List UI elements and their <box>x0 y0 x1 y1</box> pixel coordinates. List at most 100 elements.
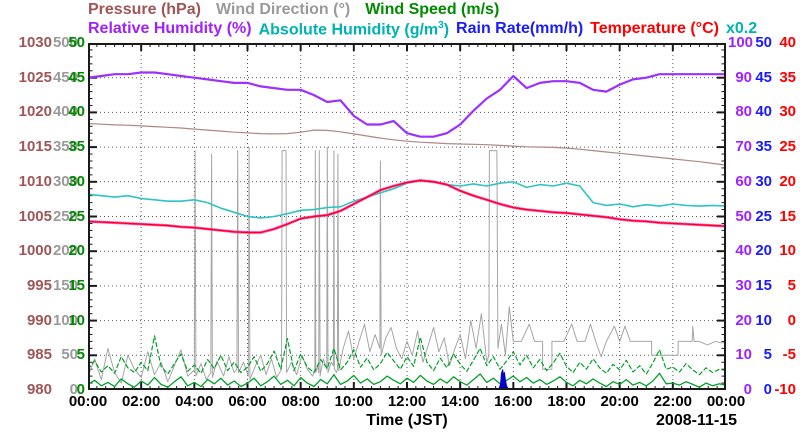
temperature-label: Temperature (°C) <box>590 20 719 37</box>
pressure-tick-label: 1005 <box>18 207 52 225</box>
relative-humidity-tick-label: 10 <box>735 346 752 364</box>
rain-rate-tick-label: 0 <box>763 381 772 398</box>
wind-speed-tick-label: 40 <box>68 103 85 121</box>
rain-rate-tick-label: 20 <box>755 242 772 260</box>
rain-rate-tick-label: 25 <box>755 207 772 225</box>
rain-rate-tick-label: 35 <box>755 138 772 156</box>
rain-rate-tick-label: 10 <box>755 311 772 329</box>
time-tick-label: 04:00 <box>175 393 214 410</box>
time-tick-label: 12:00 <box>387 393 427 410</box>
rain-rate-tick-label: 30 <box>755 172 772 190</box>
pressure-tick-label: 1000 <box>18 242 52 260</box>
temperature-tick-label: 20 <box>779 172 796 190</box>
relative-humidity-tick-label: 90 <box>735 68 752 86</box>
time-tick-label: 08:00 <box>281 393 320 410</box>
legend-row-1: Pressure (hPa) Wind Direction (°) Wind Spe… <box>88 1 499 19</box>
relative-humidity-tick-label: 70 <box>735 138 752 156</box>
legend-row-2: Relative Humidity (%) Absolute Humidity (… <box>88 20 757 39</box>
x-axis-title: Time (JST) <box>366 412 448 429</box>
relative-humidity-tick-label: 50 <box>735 207 752 225</box>
absolute-humidity-label: Absolute Humidity (g/m3) <box>258 20 450 39</box>
relative-humidity-tick-label: 30 <box>735 276 752 294</box>
wind-gust-line <box>88 335 726 376</box>
wind-speed-tick-label: 20 <box>68 242 85 260</box>
time-tick-label: 06:00 <box>228 393 267 410</box>
pressure-tick-label: 990 <box>26 311 52 329</box>
x-axis-date: 2008-11-15 <box>656 412 737 429</box>
pressure-label: Pressure (hPa) <box>88 1 201 18</box>
time-tick-label: 02:00 <box>121 393 161 410</box>
temperature-tick-label: -5 <box>782 346 796 364</box>
time-tick-label: 00:00 <box>706 393 746 410</box>
pressure-tick-label: 1020 <box>18 103 52 121</box>
wind-speed-line <box>88 372 726 388</box>
temperature-tick-label: 0 <box>787 311 796 329</box>
temperature-tick-label: 10 <box>779 242 796 260</box>
time-tick-label: 18:00 <box>547 393 586 410</box>
pressure-tick-label: 1015 <box>18 138 52 156</box>
wind-speed-tick-label: 45 <box>68 68 85 86</box>
relative-humidity-line <box>88 71 726 138</box>
wind-speed-tick-label: 50 <box>68 34 85 51</box>
relative-humidity-label: Relative Humidity (%) <box>88 20 252 37</box>
wind-direction-tick-label: 450 <box>52 68 78 86</box>
wind-direction-tick-label: 150 <box>52 276 78 294</box>
time-tick-label: 10:00 <box>334 393 374 410</box>
pressure-tick-label: 980 <box>26 381 52 398</box>
relative-humidity-tick-label: 100 <box>728 34 754 51</box>
pressure-tick-label: 995 <box>26 276 52 294</box>
ah-scale-note: x0.2 <box>725 20 758 37</box>
wind-speed-label: Wind Speed (m/s) <box>365 1 500 18</box>
wind-direction-tick-label: 350 <box>52 138 78 156</box>
time-tick-label: 16:00 <box>494 393 533 410</box>
wind-direction-tick-label: 400 <box>52 103 78 121</box>
relative-humidity-tick-label: 20 <box>735 311 752 329</box>
temperature-tick-label: 30 <box>779 103 796 121</box>
wind-speed-tick-label: 10 <box>68 311 85 329</box>
plot-frame <box>88 43 726 390</box>
relative-humidity-tick-label: 0 <box>743 381 752 398</box>
gridlines <box>88 43 726 390</box>
wind-direction-tick-label: 0 <box>69 381 78 398</box>
temperature-tick-label: 35 <box>779 68 796 86</box>
wind-direction-label: Wind Direction (°) <box>215 1 351 18</box>
pressure-line <box>88 122 726 166</box>
temperature-tick-label: 5 <box>787 276 796 294</box>
wind-speed-tick-label: 35 <box>68 138 85 156</box>
pressure-tick-label: 1010 <box>18 172 52 190</box>
time-tick-label: 14:00 <box>440 393 480 410</box>
wind-speed-tick-label: 15 <box>68 276 85 294</box>
rain-rate-label: Rain Rate(mm/h) <box>456 20 584 37</box>
pressure-tick-label: 985 <box>26 346 52 364</box>
wind-direction-tick-label: 100 <box>52 311 78 329</box>
temperature-tick-label: -10 <box>774 381 796 398</box>
time-tick-label: 00:00 <box>68 393 108 410</box>
relative-humidity-tick-label: 80 <box>735 103 752 121</box>
rain-rate-tick-label: 45 <box>755 68 772 86</box>
wind-speed-tick-label: 5 <box>76 346 85 364</box>
rain-rate-tick-label: 5 <box>763 346 772 364</box>
pressure-tick-label: 1025 <box>18 68 52 86</box>
relative-humidity-tick-label: 40 <box>735 242 752 260</box>
relative-humidity-tick-label: 60 <box>735 172 752 190</box>
wind-speed-tick-label: 25 <box>68 207 85 225</box>
pressure-tick-label: 1030 <box>18 34 52 51</box>
plot-area <box>88 43 726 390</box>
time-tick-label: 20:00 <box>600 393 639 410</box>
time-tick-label: 22:00 <box>653 393 693 410</box>
temperature-tick-label: 25 <box>779 138 796 156</box>
rain-rate-tick-label: 40 <box>755 103 772 121</box>
wind-direction-tick-label: 200 <box>52 242 78 260</box>
wind-direction-tick-label: 250 <box>52 207 78 225</box>
rain-rate-tick-label: 50 <box>755 34 772 51</box>
temperature-tick-label: 40 <box>779 34 796 51</box>
wind-speed-tick-label: 0 <box>76 381 85 398</box>
rain-rate-line <box>88 369 726 390</box>
wind-direction-tick-label: 300 <box>52 172 78 190</box>
wind-direction-tick-label: 50 <box>61 346 78 364</box>
wind-speed-tick-label: 30 <box>68 172 85 190</box>
rain-rate-tick-label: 15 <box>755 276 772 294</box>
temperature-line <box>88 179 726 234</box>
temperature-tick-label: 15 <box>779 207 796 225</box>
